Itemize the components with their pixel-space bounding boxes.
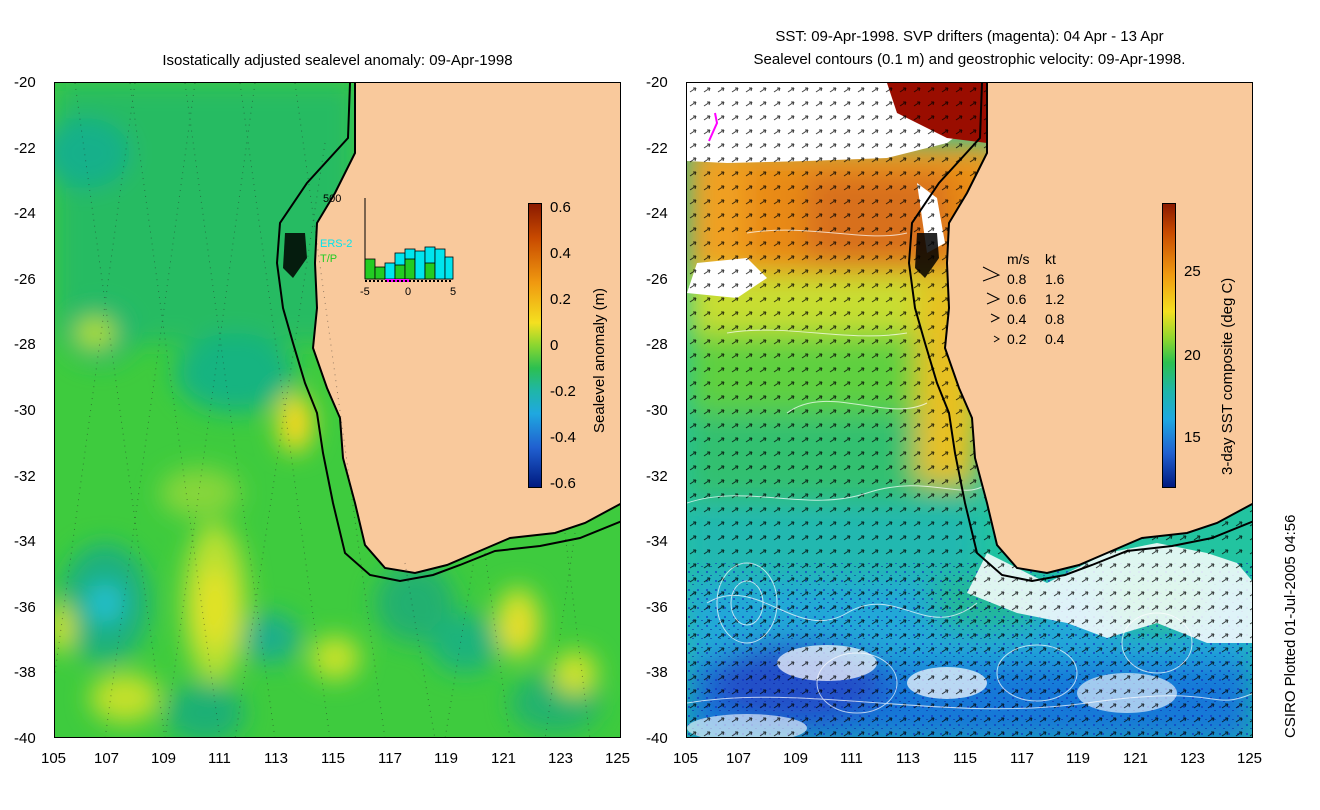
- sst-tick-25: 25: [1184, 263, 1201, 280]
- inset-xtick-0: 0: [405, 286, 412, 298]
- right-lon-tick: 121: [1123, 750, 1149, 767]
- right-lat-tick: -28: [646, 336, 668, 353]
- left-lat-tick: -30: [14, 402, 36, 419]
- australia-landmass-right: [945, 83, 1252, 573]
- left-lon-tick: 115: [321, 750, 345, 767]
- left-map-title: Isostatically adjusted sealevel anomaly:…: [162, 52, 513, 69]
- right-lon-tick: 125: [1237, 750, 1263, 767]
- right-lon-tick: 111: [840, 750, 863, 767]
- right-lon-tick: 123: [1180, 750, 1206, 767]
- right-map-title-line1: SST: 09-Apr-1998. SVP drifters (magenta)…: [775, 28, 1164, 45]
- sealevel-tick-0.2: 0.2: [550, 291, 571, 308]
- sst-tick-20: 20: [1184, 347, 1201, 364]
- right-lat-tick: -20: [646, 74, 668, 91]
- left-lon-tick: 123: [548, 750, 574, 767]
- left-lat-tick: -32: [14, 468, 36, 485]
- altimeter-tracks: [55, 83, 591, 737]
- inset-legend-ers2: ERS-2: [320, 238, 353, 250]
- left-lat-tick: -20: [14, 74, 36, 91]
- velocity-legend-ms: 0.8: [1007, 271, 1027, 287]
- sealevel-tick-neg0.4: -0.4: [550, 429, 576, 446]
- left-lat-tick: -26: [14, 271, 36, 288]
- australia-landmass-left: [313, 83, 620, 573]
- right-lon-tick: 109: [783, 750, 809, 767]
- right-lat-tick: -30: [646, 402, 668, 419]
- sealevel-anomaly-field: [55, 83, 620, 737]
- right-sst-map[interactable]: m/s kt 0.8 1.6 0.6 1.2 0.4 0.8 0.2 0.4 2…: [686, 82, 1253, 738]
- left-lon-tick: 109: [151, 750, 177, 767]
- velocity-legend-header-kt: kt: [1045, 251, 1056, 267]
- right-lat-tick: -36: [646, 599, 668, 616]
- velocity-scale-arrows: [982, 266, 1001, 343]
- left-lon-tick: 107: [94, 750, 120, 767]
- coastline-left: [311, 83, 620, 575]
- left-lon-tick: 119: [434, 750, 458, 767]
- left-lat-tick: -24: [14, 205, 36, 222]
- sst-colorbar-title: 3-day SST composite (deg C): [1219, 277, 1236, 475]
- right-map-title-line2: Sealevel contours (0.1 m) and geostrophi…: [753, 51, 1186, 68]
- inset-xtick-neg5: -5: [360, 286, 370, 298]
- right-lat-tick: -26: [646, 271, 668, 288]
- velocity-legend-ms: 0.2: [1007, 331, 1027, 347]
- left-lat-tick: -36: [14, 599, 36, 616]
- inset-histogram: 500 ERS-2 T/P -5 0 5: [313, 193, 463, 303]
- inset-ymax: 500: [323, 193, 342, 205]
- right-lon-tick: 113: [896, 750, 920, 767]
- right-lon-tick: 107: [726, 750, 752, 767]
- sst-tick-15: 15: [1184, 429, 1201, 446]
- right-lon-tick: 119: [1066, 750, 1090, 767]
- velocity-legend-kt: 1.2: [1045, 291, 1065, 307]
- sealevel-tick-0.6: 0.6: [550, 199, 571, 216]
- left-lat-tick: -28: [14, 336, 36, 353]
- sealevel-colorbar: [528, 203, 542, 488]
- right-lon-tick: 115: [953, 750, 977, 767]
- left-sealevel-map[interactable]: 500 ERS-2 T/P -5 0 5: [54, 82, 621, 738]
- right-lon-tick: 117: [1010, 750, 1034, 767]
- left-lat-tick: -40: [14, 730, 36, 747]
- shelf-contour-right: [907, 83, 1252, 583]
- velocity-legend-header-ms: m/s: [1007, 251, 1030, 267]
- velocity-legend-kt: 0.4: [1045, 331, 1065, 347]
- right-lat-tick: -34: [646, 533, 668, 550]
- left-lon-tick: 117: [378, 750, 402, 767]
- sealevel-colorbar-title: Sealevel anomaly (m): [591, 287, 608, 433]
- right-lat-tick: -22: [646, 140, 668, 157]
- coastline-right: [943, 83, 1252, 575]
- sealevel-contours: [687, 229, 1252, 714]
- inset-legend-tp: T/P: [320, 253, 338, 265]
- left-lat-tick: -38: [14, 664, 36, 681]
- velocity-legend-ms: 0.6: [1007, 291, 1027, 307]
- sealevel-tick-0.4: 0.4: [550, 245, 571, 262]
- sst-colorbar: [1162, 203, 1176, 488]
- left-lon-tick: 125: [605, 750, 631, 767]
- plot-timestamp-footer: CSIRO Plotted 01-Jul-2005 04:56: [1282, 514, 1299, 738]
- left-lon-tick: 105: [41, 750, 67, 767]
- sealevel-tick-neg0.6: -0.6: [550, 475, 576, 492]
- right-lat-tick: -40: [646, 730, 668, 747]
- left-lon-tick: 113: [264, 750, 288, 767]
- left-lat-tick: -22: [14, 140, 36, 157]
- left-lon-tick: 111: [208, 750, 231, 767]
- velocity-legend-kt: 1.6: [1045, 271, 1065, 287]
- left-lon-tick: 121: [491, 750, 517, 767]
- right-lat-tick: -38: [646, 664, 668, 681]
- sealevel-tick-0: 0: [550, 337, 559, 354]
- sealevel-tick-neg0.2: -0.2: [550, 383, 576, 400]
- right-lat-tick: -32: [646, 468, 668, 485]
- inset-xtick-5: 5: [450, 286, 457, 298]
- right-lat-tick: -24: [646, 205, 668, 222]
- left-lat-tick: -34: [14, 533, 36, 550]
- right-lon-tick: 105: [673, 750, 699, 767]
- velocity-legend-ms: 0.4: [1007, 311, 1027, 327]
- svp-drifter-track: [708, 112, 719, 142]
- shelf-contour-left: [275, 83, 620, 583]
- velocity-legend-kt: 0.8: [1045, 311, 1065, 327]
